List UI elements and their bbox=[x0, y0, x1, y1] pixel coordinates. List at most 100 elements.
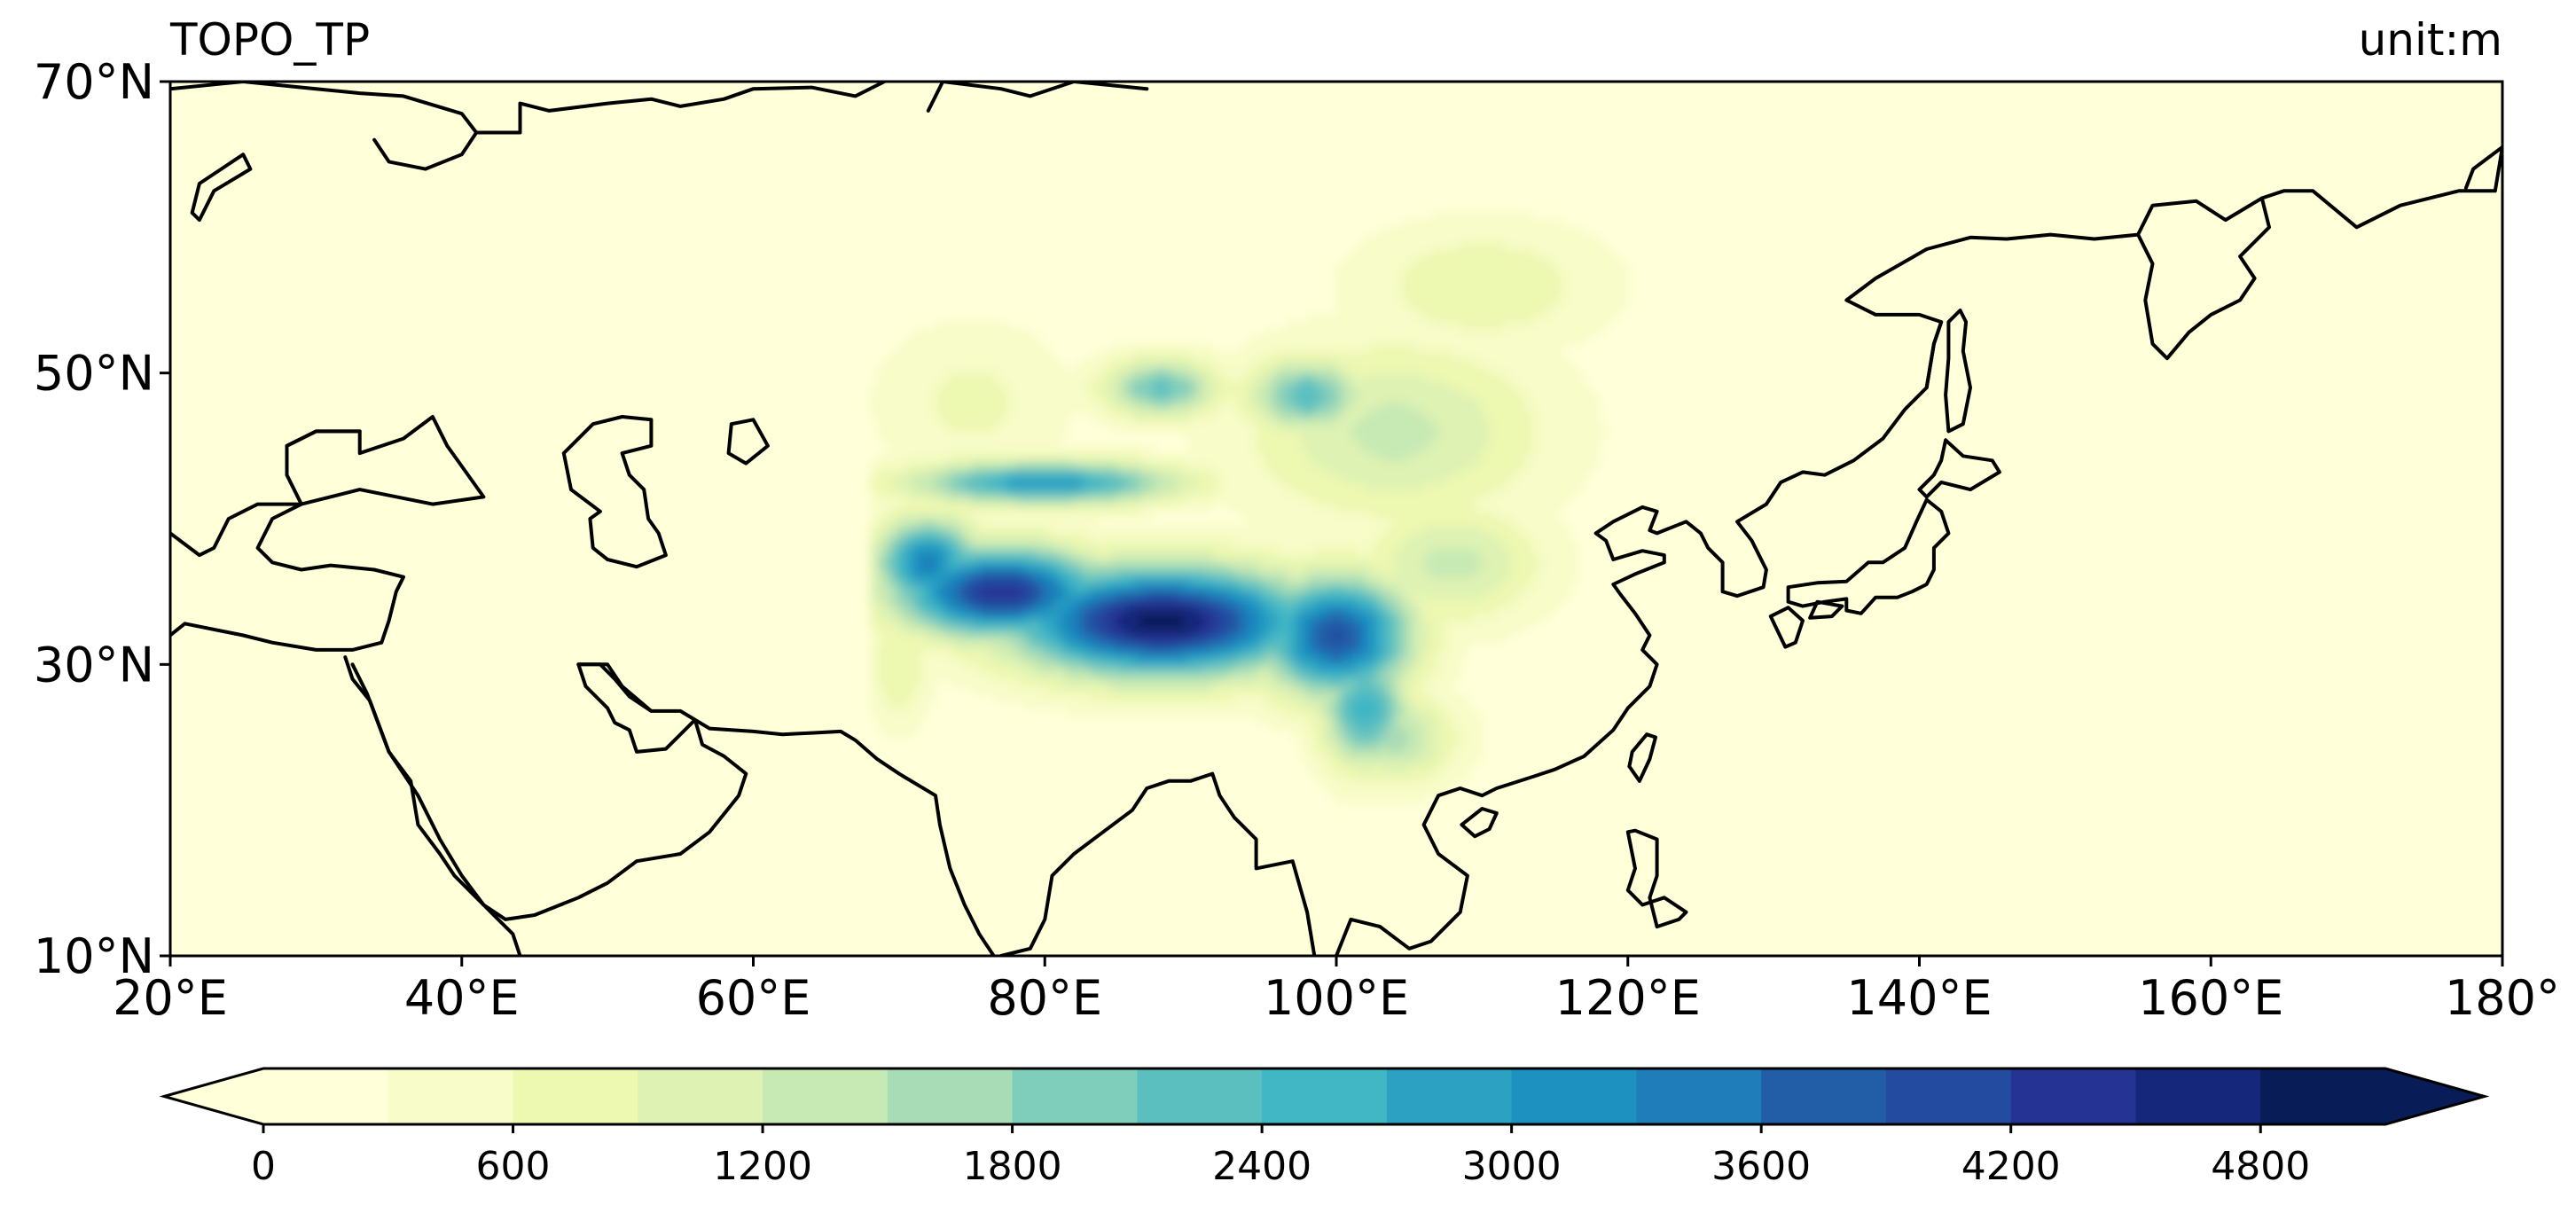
topo-cell bbox=[1022, 489, 1031, 498]
topo-cell bbox=[1402, 773, 1410, 782]
topo-cell bbox=[1008, 511, 1017, 520]
topo-cell bbox=[1147, 547, 1155, 556]
topo-cell bbox=[950, 511, 959, 520]
topo-cell bbox=[1467, 540, 1476, 549]
topo-cell bbox=[1445, 759, 1454, 768]
topo-cell bbox=[1452, 220, 1461, 229]
topo-cell bbox=[1387, 562, 1396, 571]
topo-cell bbox=[898, 678, 907, 687]
topo-cell bbox=[1095, 635, 1104, 644]
topo-cell bbox=[1015, 481, 1024, 490]
topo-cell bbox=[1445, 723, 1454, 732]
topo-cell bbox=[1183, 372, 1192, 381]
topo-cell bbox=[1336, 642, 1344, 651]
topo-cell bbox=[1015, 613, 1024, 622]
topo-cell bbox=[1037, 511, 1045, 520]
topo-cell bbox=[1307, 409, 1316, 418]
topo-cell bbox=[1328, 562, 1337, 571]
topo-cell bbox=[1482, 227, 1491, 236]
topo-cell bbox=[1467, 591, 1476, 600]
topo-cell bbox=[1124, 664, 1133, 673]
topo-cell bbox=[1321, 686, 1330, 694]
topo-cell bbox=[1124, 453, 1133, 462]
topo-cell bbox=[1022, 395, 1031, 403]
topo-cell bbox=[1394, 555, 1403, 564]
topo-cell bbox=[1467, 759, 1476, 768]
topo-cell bbox=[1343, 664, 1352, 673]
topo-cell bbox=[928, 576, 936, 585]
topo-cell bbox=[1154, 657, 1163, 666]
topo-cell bbox=[1226, 351, 1235, 359]
topo-cell bbox=[1299, 657, 1308, 666]
topo-cell bbox=[1176, 671, 1185, 680]
topo-cell bbox=[1351, 286, 1359, 294]
topo-cell bbox=[1081, 599, 1090, 607]
topo-cell bbox=[891, 387, 900, 396]
topo-cell bbox=[1460, 613, 1468, 622]
topo-cell bbox=[1263, 540, 1272, 549]
topo-cell bbox=[891, 445, 900, 454]
topo-cell bbox=[936, 547, 943, 556]
topo-cell bbox=[1489, 263, 1498, 272]
topo-cell bbox=[1015, 329, 1024, 338]
topo-cell bbox=[1045, 642, 1053, 651]
topo-cell bbox=[1387, 329, 1396, 338]
topo-cell bbox=[1380, 715, 1389, 724]
topo-cell bbox=[877, 417, 886, 425]
topo-cell bbox=[1336, 621, 1344, 629]
topo-cell bbox=[1190, 387, 1199, 396]
topo-cell bbox=[906, 380, 915, 388]
topo-cell bbox=[1081, 540, 1090, 549]
topo-cell bbox=[1233, 417, 1242, 425]
topo-cell bbox=[891, 723, 900, 732]
topo-cell bbox=[1430, 569, 1439, 578]
topo-cell bbox=[1365, 474, 1374, 483]
topo-cell bbox=[1278, 395, 1287, 403]
topo-cell bbox=[1314, 322, 1323, 331]
topo-cell bbox=[1256, 555, 1265, 564]
topo-cell bbox=[1154, 402, 1163, 411]
topo-cell bbox=[1445, 263, 1454, 272]
topo-cell bbox=[1008, 693, 1017, 702]
topo-cell bbox=[1328, 628, 1337, 637]
topo-cell bbox=[1219, 657, 1228, 666]
topo-cell bbox=[1037, 489, 1045, 498]
topo-cell bbox=[1263, 481, 1272, 490]
topo-cell bbox=[1190, 358, 1199, 367]
topo-cell bbox=[1066, 649, 1075, 658]
topo-cell bbox=[1147, 453, 1155, 462]
topo-cell bbox=[1328, 613, 1337, 622]
topo-cell bbox=[1467, 474, 1476, 483]
topo-cell bbox=[1438, 773, 1447, 782]
topo-cell bbox=[1161, 453, 1170, 462]
topo-cell bbox=[1233, 424, 1242, 433]
topo-cell bbox=[1467, 438, 1476, 447]
topo-cell bbox=[1482, 584, 1491, 592]
topo-cell bbox=[1358, 481, 1366, 490]
topo-cell bbox=[1328, 453, 1337, 462]
topo-cell bbox=[1365, 380, 1374, 388]
topo-cell bbox=[1423, 343, 1432, 352]
topo-cell bbox=[1219, 569, 1228, 578]
topo-cell bbox=[950, 351, 959, 359]
topo-cell bbox=[1445, 737, 1454, 746]
topo-cell bbox=[913, 657, 922, 666]
topo-cell bbox=[993, 387, 1002, 396]
topo-cell bbox=[993, 613, 1002, 622]
topo-cell bbox=[1452, 351, 1461, 359]
topo-cell bbox=[1307, 664, 1316, 673]
topo-cell bbox=[1074, 591, 1083, 600]
topo-cell bbox=[1052, 467, 1061, 476]
topo-cell bbox=[1212, 664, 1221, 673]
topo-cell bbox=[1452, 481, 1461, 490]
topo-cell bbox=[1219, 613, 1228, 622]
topo-cell bbox=[1131, 642, 1140, 651]
topo-cell bbox=[1103, 678, 1111, 687]
topo-cell bbox=[1365, 402, 1374, 411]
topo-cell bbox=[943, 481, 951, 490]
topo-cell bbox=[1343, 599, 1352, 607]
topo-cell bbox=[1131, 424, 1140, 433]
topo-cell bbox=[1373, 751, 1382, 760]
topo-cell bbox=[1482, 460, 1491, 469]
topo-cell bbox=[1241, 387, 1250, 396]
